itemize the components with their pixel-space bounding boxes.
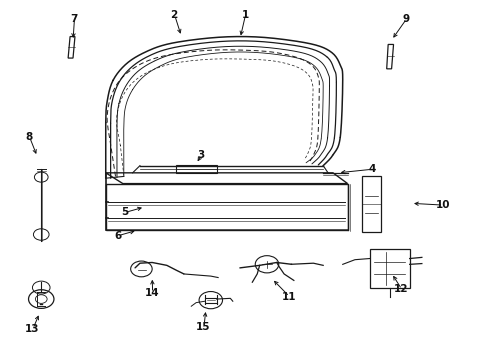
Text: 11: 11 [282,292,296,302]
Text: 7: 7 [70,14,78,24]
Text: 2: 2 [171,10,178,20]
Text: 13: 13 [25,324,40,334]
Text: 15: 15 [196,322,211,332]
Text: 12: 12 [394,284,409,294]
Text: 3: 3 [197,150,205,160]
Text: 4: 4 [368,164,376,174]
Text: 14: 14 [145,288,159,298]
Bar [106,184,347,230]
Text: 9: 9 [403,14,410,24]
Bar [175,165,217,173]
Bar [369,249,410,288]
Text: 5: 5 [122,207,129,217]
Text: 10: 10 [436,200,450,210]
Text: 6: 6 [114,231,122,240]
Bar [362,176,381,232]
Text: 1: 1 [242,10,248,20]
Text: 8: 8 [25,132,33,142]
